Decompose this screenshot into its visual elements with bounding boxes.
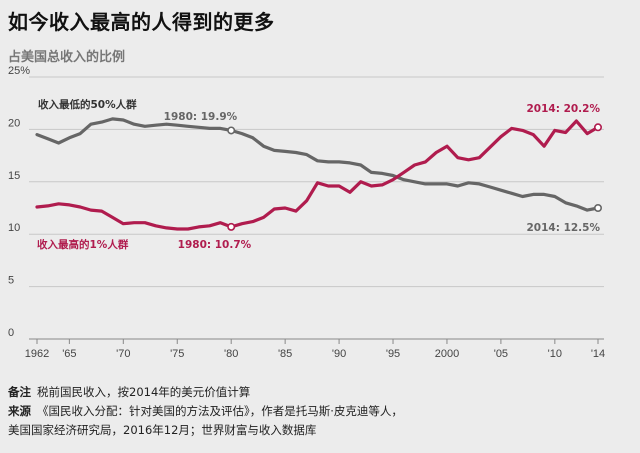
x-tick-label: '85: [278, 348, 292, 360]
x-tick-label: '80: [224, 348, 238, 360]
x-tick-label: 1962: [25, 348, 49, 360]
data-label: 1980: 10.7%: [178, 239, 252, 251]
x-tick-label: '70: [116, 348, 130, 360]
y-tick-label: 20: [8, 117, 20, 129]
series-label: 收入最高的1%人群: [37, 238, 129, 251]
data-point-marker: [593, 123, 602, 132]
note-line: 备注 税前国民收入，按2014年的美元价值计算: [8, 383, 628, 402]
source-line-2: 美国国家经济研究局，2016年12月；世界财富与收入数据库: [8, 421, 628, 440]
x-tick-label: '05: [494, 348, 508, 360]
chart-subtitle: 占美国总收入的比例: [8, 50, 126, 65]
x-tick-label: '65: [62, 348, 76, 360]
data-point-marker: [593, 204, 602, 213]
x-tick-label: '95: [386, 348, 400, 360]
y-tick-label: 25%: [8, 65, 30, 77]
x-tick-label: '10: [548, 348, 562, 360]
x-tick-label: '14: [591, 348, 605, 360]
chart-title: 如今收入最高的人得到的更多: [8, 10, 275, 34]
series-label: 收入最低的50%人群: [38, 98, 137, 111]
y-tick-label: 10: [8, 222, 20, 234]
series-line-1: [35, 119, 600, 231]
chart-notes: 备注 税前国民收入，按2014年的美元价值计算 来源 《国民收入分配：针对美国的方法…: [8, 383, 628, 440]
data-label: 2014: 20.2%: [526, 103, 600, 115]
data-point-marker: [227, 126, 236, 135]
y-tick-label: 0: [8, 327, 14, 339]
series-line-0: [35, 117, 600, 212]
x-tick-label: 2000: [435, 348, 459, 360]
line-chart: 0 5 10 15 20 25% 1962 '65 '70 '75 '80 '85 '90 '95 2000…: [8, 65, 605, 360]
source-text: 《国民收入分配：针对美国的方法及评估》，作者是托马斯·皮克迪等人，: [37, 404, 403, 418]
note-label: 备注: [8, 385, 31, 399]
source-label: 来源: [8, 404, 31, 418]
y-tick-label: 5: [8, 275, 14, 287]
data-label: 2014: 12.5%: [526, 222, 600, 234]
source-text-2: 美国国家经济研究局，2016年12月；世界财富与收入数据库: [8, 423, 317, 437]
x-tick-label: '75: [170, 348, 184, 360]
source-line: 来源 《国民收入分配：针对美国的方法及评估》，作者是托马斯·皮克迪等人，: [8, 402, 628, 421]
data-point-marker: [227, 222, 236, 231]
data-label: 1980: 19.9%: [164, 111, 238, 123]
y-tick-label: 15: [8, 170, 20, 182]
x-tick-label: '90: [332, 348, 346, 360]
note-text: 税前国民收入，按2014年的美元价值计算: [37, 385, 251, 399]
